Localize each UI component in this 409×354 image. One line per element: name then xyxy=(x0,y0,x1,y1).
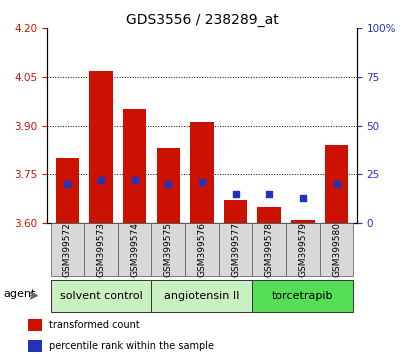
Bar xyxy=(84,223,117,276)
Text: GSM399574: GSM399574 xyxy=(130,222,139,277)
Text: GSM399579: GSM399579 xyxy=(298,222,307,277)
Text: torcetrapib: torcetrapib xyxy=(272,291,333,301)
Text: GSM399575: GSM399575 xyxy=(163,222,172,277)
Text: GSM399580: GSM399580 xyxy=(331,222,340,277)
Text: GSM399572: GSM399572 xyxy=(63,222,72,277)
Point xyxy=(97,177,104,183)
Bar xyxy=(151,280,252,312)
Bar xyxy=(156,148,180,223)
Bar xyxy=(123,109,146,223)
Point xyxy=(265,191,272,197)
Bar xyxy=(257,207,280,223)
Bar xyxy=(117,223,151,276)
Bar xyxy=(50,280,151,312)
Bar xyxy=(56,158,79,223)
Point xyxy=(64,181,70,187)
Bar xyxy=(324,145,347,223)
Bar xyxy=(252,280,353,312)
Point xyxy=(299,195,306,201)
Text: GSM399578: GSM399578 xyxy=(264,222,273,277)
Text: GSM399573: GSM399573 xyxy=(96,222,105,277)
Title: GDS3556 / 238289_at: GDS3556 / 238289_at xyxy=(125,13,278,27)
Bar xyxy=(50,223,84,276)
Bar xyxy=(290,220,314,223)
Bar xyxy=(28,340,42,352)
Point xyxy=(333,181,339,187)
Text: GSM399576: GSM399576 xyxy=(197,222,206,277)
Text: transformed count: transformed count xyxy=(49,320,139,330)
Bar xyxy=(252,223,285,276)
Bar xyxy=(190,122,213,223)
Bar xyxy=(151,223,184,276)
Point xyxy=(198,179,205,185)
Point xyxy=(164,181,171,187)
Text: GSM399577: GSM399577 xyxy=(231,222,240,277)
Bar xyxy=(218,223,252,276)
Bar xyxy=(223,200,247,223)
Bar xyxy=(89,70,112,223)
Text: percentile rank within the sample: percentile rank within the sample xyxy=(49,341,213,351)
Text: angiotensin II: angiotensin II xyxy=(164,291,239,301)
Bar xyxy=(319,223,353,276)
Text: solvent control: solvent control xyxy=(59,291,142,301)
Point xyxy=(131,177,137,183)
Bar xyxy=(184,223,218,276)
Bar xyxy=(285,223,319,276)
Bar xyxy=(28,319,42,331)
Text: agent: agent xyxy=(4,289,36,299)
Point xyxy=(232,191,238,197)
